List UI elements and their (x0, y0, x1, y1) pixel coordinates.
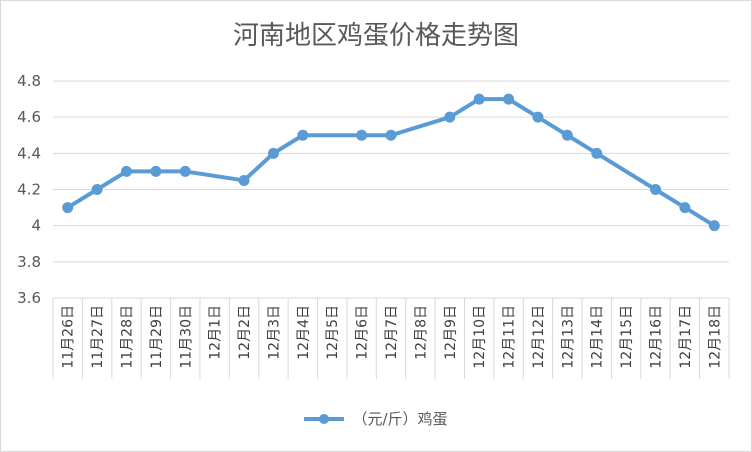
data-point (591, 147, 603, 159)
x-tick-label: 12月5日 (325, 305, 341, 360)
x-tick-label: 12月14日 (590, 305, 606, 369)
x-tick-label: 12月11日 (502, 305, 518, 369)
x-tick-label: 12月9日 (443, 305, 459, 360)
x-tick-label: 12月4日 (296, 305, 312, 360)
data-point (267, 147, 279, 159)
data-point (150, 165, 162, 177)
x-tick-label: 11月30日 (178, 305, 194, 369)
y-tick-label: 4.8 (17, 72, 41, 90)
x-tick-label: 11月26日 (61, 305, 77, 369)
y-tick-label: 4.2 (17, 181, 41, 199)
x-tick-label: 12月2日 (237, 305, 253, 360)
data-point (297, 129, 309, 141)
data-point (238, 174, 250, 186)
y-tick-label: 3.6 (17, 289, 41, 307)
y-tick-label: 3.8 (17, 253, 41, 271)
x-tick-label: 11月29日 (149, 305, 165, 369)
x-tick-label: 12月18日 (707, 305, 723, 369)
x-tick-label: 11月28日 (119, 305, 135, 369)
data-point (708, 220, 720, 232)
y-tick-label: 4.4 (17, 144, 41, 162)
series-line (66, 97, 716, 228)
chart-title: 河南地区鸡蛋价格走势图 (232, 21, 519, 51)
legend-label: （元/斤）鸡蛋 (352, 410, 448, 428)
data-point (650, 184, 662, 195)
x-tick-label: 12月8日 (413, 305, 429, 360)
data-point (91, 184, 103, 195)
x-tick-label: 12月10日 (472, 305, 488, 369)
x-tick-label: 12月15日 (619, 305, 635, 369)
x-tick-label: 12月17日 (678, 305, 694, 369)
data-point (679, 202, 691, 214)
data-point (532, 111, 544, 123)
data-point (385, 129, 397, 141)
data-point (356, 129, 368, 141)
x-tick-label: 12月6日 (355, 305, 371, 360)
x-tick-label: 11月27日 (90, 305, 106, 369)
x-tick-label: 12月16日 (649, 305, 665, 369)
data-point (444, 111, 456, 123)
legend-marker (304, 413, 345, 424)
data-point (503, 93, 515, 105)
data-point (120, 165, 132, 177)
data-point (473, 93, 485, 105)
legend: （元/斤）鸡蛋 (1, 408, 751, 429)
x-tick-label: 12月7日 (384, 305, 400, 360)
x-tick-label: 12月3日 (266, 305, 282, 360)
y-tick-label: 4.6 (17, 108, 41, 126)
x-tick-label: 12月13日 (560, 305, 576, 369)
data-point (62, 202, 74, 214)
x-tick-label: 12月1日 (208, 305, 224, 360)
y-tick-label: 4 (31, 217, 41, 235)
data-point (179, 165, 191, 177)
data-point (561, 129, 573, 141)
x-tick-label: 12月12日 (531, 305, 547, 369)
